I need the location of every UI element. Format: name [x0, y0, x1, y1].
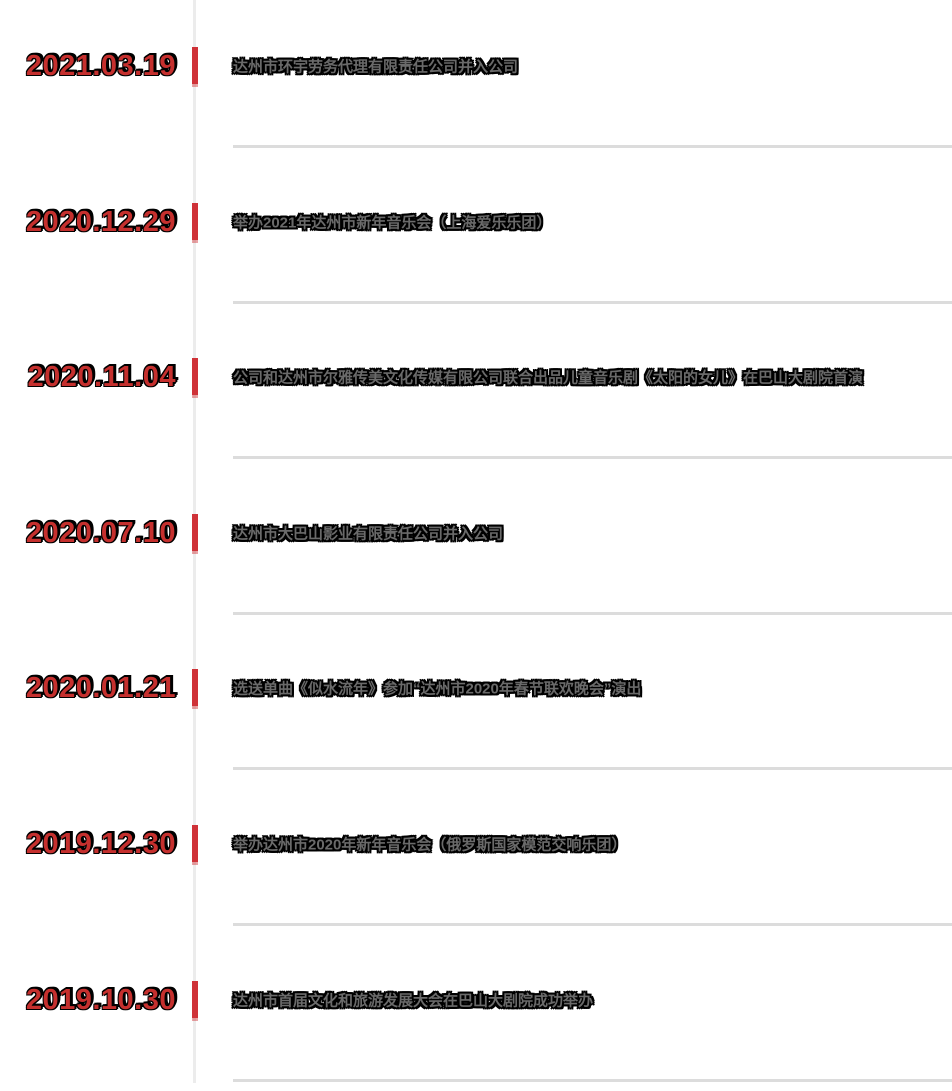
- timeline-entry: 2019.10.30 达州市首届文化和旅游发展大会在巴山大剧院成功举办: [0, 980, 952, 1021]
- timeline-marker: [192, 514, 198, 551]
- entry-date: 2019.12.30: [25, 828, 176, 860]
- entry-date: 2020.11.04: [27, 361, 176, 393]
- entry-description: 达州市环宇劳务代理有限责任公司并入公司: [233, 58, 519, 75]
- entry-description: 选送单曲《似水流年》参加“达州市2020年春节联欢晚会”演出: [233, 680, 642, 697]
- timeline-entry: 2020.12.29 举办2021年达州市新年音乐会（上海爱乐乐团）: [0, 202, 952, 243]
- timeline-entry: 2019.12.30 举办达州市2020年新年音乐会（俄罗斯国家模范交响乐团）: [0, 824, 952, 865]
- entry-divider: [233, 612, 952, 615]
- timeline-entry: 2020.11.04 公司和达州市尔雅传美文化传媒有限公司联合出品儿童音乐剧《太…: [0, 357, 952, 398]
- timeline-marker: [192, 981, 198, 1018]
- entry-date: 2019.10.30: [25, 984, 176, 1016]
- entry-date: 2020.12.29: [25, 206, 176, 238]
- entry-divider: [233, 923, 952, 926]
- entry-divider: [233, 1079, 952, 1082]
- timeline-marker: [192, 358, 198, 395]
- entry-description: 举办达州市2020年新年音乐会（俄罗斯国家模范交响乐团）: [233, 836, 627, 853]
- entry-divider: [233, 767, 952, 770]
- timeline-marker: [192, 825, 198, 862]
- timeline-entry: 2021.03.19 达州市环宇劳务代理有限责任公司并入公司: [0, 46, 952, 87]
- timeline-marker: [192, 203, 198, 240]
- entry-description: 达州市大巴山影业有限责任公司并入公司: [233, 525, 504, 542]
- entry-divider: [233, 456, 952, 459]
- entry-divider: [233, 145, 952, 148]
- entry-date: 2020.01.21: [25, 672, 176, 704]
- timeline-marker: [192, 47, 198, 84]
- entry-divider: [233, 301, 952, 304]
- timeline-entry: 2020.07.10 达州市大巴山影业有限责任公司并入公司: [0, 513, 952, 554]
- timeline-entry: 2020.01.21 选送单曲《似水流年》参加“达州市2020年春节联欢晚会”演…: [0, 668, 952, 709]
- entry-date: 2021.03.19: [25, 50, 176, 82]
- entry-description: 达州市首届文化和旅游发展大会在巴山大剧院成功举办: [233, 992, 594, 1009]
- entry-description: 举办2021年达州市新年音乐会（上海爱乐乐团）: [233, 214, 552, 231]
- entry-date: 2020.07.10: [25, 517, 176, 549]
- timeline-marker: [192, 669, 198, 706]
- entry-description: 公司和达州市尔雅传美文化传媒有限公司联合出品儿童音乐剧《太阳的女儿》在巴山大剧院…: [233, 369, 864, 386]
